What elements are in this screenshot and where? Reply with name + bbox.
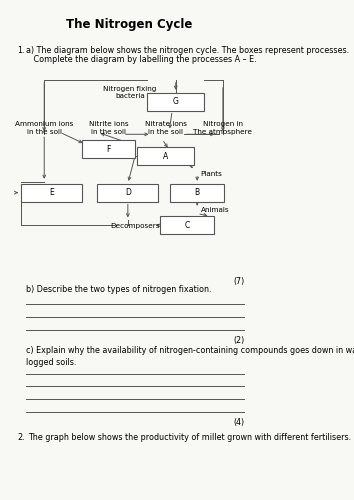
- Text: B: B: [195, 188, 200, 197]
- Text: (7): (7): [233, 276, 244, 285]
- Text: (2): (2): [233, 336, 244, 345]
- Text: C: C: [184, 221, 190, 230]
- Bar: [21, 184, 82, 202]
- Bar: [82, 140, 135, 158]
- Text: Nitrite ions
in the soil: Nitrite ions in the soil: [89, 122, 129, 135]
- Text: (4): (4): [233, 418, 244, 427]
- Text: c) Explain why the availability of nitrogen-containing compounds goes down in wa: c) Explain why the availability of nitro…: [25, 346, 354, 366]
- Text: D: D: [125, 188, 131, 197]
- Bar: [137, 147, 194, 165]
- Text: G: G: [173, 97, 179, 106]
- Text: E: E: [49, 188, 54, 197]
- Text: Nitrate ions
in the soil: Nitrate ions in the soil: [145, 122, 187, 135]
- Text: F: F: [106, 144, 111, 154]
- Text: Animals: Animals: [201, 208, 229, 214]
- Text: 2.: 2.: [17, 433, 25, 442]
- Text: 1.: 1.: [17, 46, 24, 56]
- Text: Complete the diagram by labelling the processes A – E.: Complete the diagram by labelling the pr…: [25, 55, 256, 64]
- Bar: [170, 184, 224, 202]
- Text: A: A: [163, 152, 169, 160]
- Text: b) Describe the two types of nitrogen fixation.: b) Describe the two types of nitrogen fi…: [25, 284, 211, 294]
- Text: The graph below shows the productivity of millet grown with different fertiliser: The graph below shows the productivity o…: [28, 433, 351, 442]
- Text: The Nitrogen Cycle: The Nitrogen Cycle: [66, 18, 193, 31]
- Bar: [97, 184, 158, 202]
- Text: Ammonium ions
in the soil: Ammonium ions in the soil: [15, 122, 73, 135]
- Text: Nitrogen fixing
bacteria: Nitrogen fixing bacteria: [103, 86, 157, 100]
- Text: Nitrogen in
The atmosphere: Nitrogen in The atmosphere: [193, 122, 252, 135]
- Text: Decomposers: Decomposers: [110, 224, 160, 230]
- Text: Plants: Plants: [201, 171, 223, 177]
- Bar: [147, 93, 204, 110]
- Text: a) The diagram below shows the nitrogen cycle. The boxes represent processes.: a) The diagram below shows the nitrogen …: [25, 46, 349, 56]
- Bar: [160, 216, 214, 234]
